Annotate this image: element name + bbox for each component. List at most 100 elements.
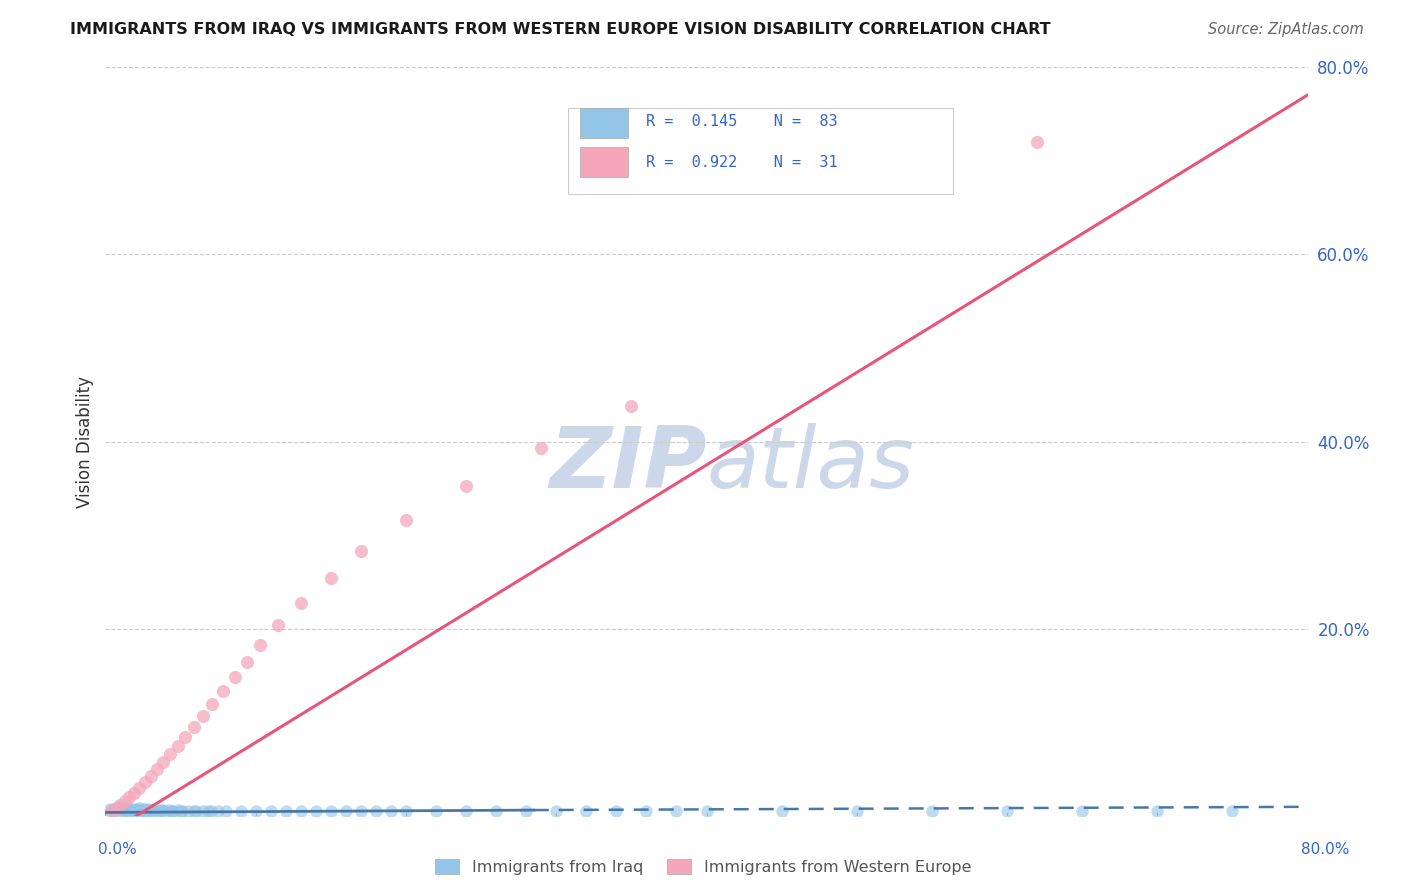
Point xyxy=(142,804,165,818)
Point xyxy=(118,804,141,818)
Point xyxy=(108,801,131,815)
Point xyxy=(575,805,598,819)
Point xyxy=(395,513,418,527)
Point xyxy=(107,800,129,814)
Text: R =  0.922    N =  31: R = 0.922 N = 31 xyxy=(647,154,838,169)
Point xyxy=(260,805,283,819)
Point xyxy=(485,805,508,819)
Point xyxy=(191,804,214,818)
Point xyxy=(290,805,312,819)
Point xyxy=(166,739,188,753)
Point xyxy=(245,805,267,819)
Text: Source: ZipAtlas.com: Source: ZipAtlas.com xyxy=(1208,22,1364,37)
Point xyxy=(145,803,167,817)
Point xyxy=(100,805,122,819)
Point xyxy=(665,805,688,819)
Point xyxy=(166,803,188,817)
Point xyxy=(128,801,150,815)
Point xyxy=(229,805,252,819)
Point xyxy=(380,805,402,819)
Point xyxy=(530,441,553,455)
Point xyxy=(120,802,142,816)
Point xyxy=(183,720,205,734)
Text: R =  0.145    N =  83: R = 0.145 N = 83 xyxy=(647,114,838,129)
Point xyxy=(350,544,373,558)
Point xyxy=(112,802,135,816)
Point xyxy=(132,802,155,816)
Point xyxy=(319,805,342,819)
Point xyxy=(122,786,145,800)
Point xyxy=(174,730,197,744)
Point xyxy=(118,790,141,805)
Point xyxy=(111,803,134,817)
Point xyxy=(122,804,145,818)
Legend: Immigrants from Iraq, Immigrants from Western Europe: Immigrants from Iraq, Immigrants from We… xyxy=(434,860,972,875)
Point xyxy=(114,803,136,817)
Point xyxy=(1071,805,1094,819)
Text: ZIP: ZIP xyxy=(548,423,707,506)
Text: 0.0%: 0.0% xyxy=(98,842,138,856)
Point xyxy=(152,803,174,817)
Point xyxy=(605,805,627,819)
Point xyxy=(169,804,191,818)
Point xyxy=(636,805,658,819)
FancyBboxPatch shape xyxy=(568,108,953,194)
Point xyxy=(267,618,290,632)
Point xyxy=(224,670,246,684)
Point xyxy=(350,805,373,819)
Point xyxy=(110,801,132,815)
Point xyxy=(139,769,162,783)
Point xyxy=(546,805,568,819)
Point xyxy=(155,804,177,818)
Point xyxy=(148,804,170,818)
Point xyxy=(134,775,156,789)
Point xyxy=(620,399,643,413)
Point xyxy=(98,802,121,816)
Point xyxy=(177,804,200,818)
Point xyxy=(364,805,387,819)
Point xyxy=(125,803,148,817)
Point xyxy=(139,803,162,817)
Text: atlas: atlas xyxy=(707,423,914,506)
Point xyxy=(214,805,236,819)
Point xyxy=(1146,805,1168,819)
Point xyxy=(162,804,184,818)
Point xyxy=(120,802,142,816)
Point xyxy=(125,803,148,817)
Point xyxy=(121,803,143,817)
Point xyxy=(696,805,718,819)
Point xyxy=(150,803,173,817)
Point xyxy=(128,781,150,796)
Point xyxy=(1026,135,1049,149)
Point xyxy=(145,762,167,776)
Point xyxy=(200,804,222,818)
Point xyxy=(456,805,478,819)
Point xyxy=(936,107,959,121)
Point xyxy=(335,805,357,819)
Y-axis label: Vision Disability: Vision Disability xyxy=(76,376,94,508)
Point xyxy=(160,804,183,818)
Point xyxy=(456,479,478,493)
Point xyxy=(159,747,181,762)
Point xyxy=(141,803,163,817)
Point xyxy=(129,804,152,818)
Point xyxy=(207,805,229,819)
Point xyxy=(770,805,793,819)
Point xyxy=(249,638,271,652)
Point xyxy=(114,804,136,818)
Point xyxy=(103,802,125,816)
Point xyxy=(110,797,132,812)
Point xyxy=(138,804,160,818)
Point xyxy=(183,804,205,818)
Point xyxy=(117,801,139,815)
Point xyxy=(995,805,1018,819)
Point xyxy=(235,655,257,669)
Bar xyxy=(581,108,628,138)
Text: IMMIGRANTS FROM IRAQ VS IMMIGRANTS FROM WESTERN EUROPE VISION DISABILITY CORRELA: IMMIGRANTS FROM IRAQ VS IMMIGRANTS FROM … xyxy=(70,22,1050,37)
Point xyxy=(1222,805,1244,819)
Point xyxy=(172,804,194,818)
Point xyxy=(201,697,224,711)
Point xyxy=(157,803,180,817)
Point xyxy=(921,805,943,819)
Text: 80.0%: 80.0% xyxy=(1302,842,1350,856)
